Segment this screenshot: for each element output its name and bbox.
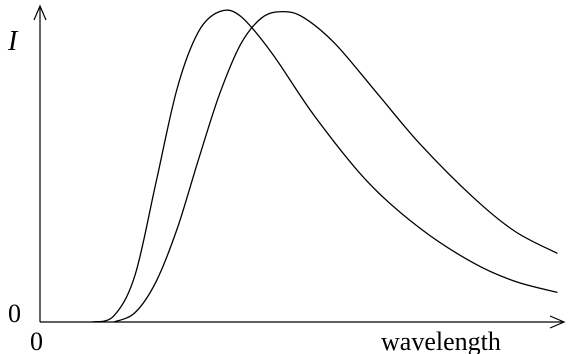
series-line-2 [114,12,558,322]
x-axis-label: wavelength [381,327,501,354]
x-origin-label: 0 [30,327,43,354]
curves-layer [93,10,558,322]
y-axis-label: I [7,26,19,57]
y-origin-label: 0 [8,299,21,328]
series-line-1 [93,10,558,322]
